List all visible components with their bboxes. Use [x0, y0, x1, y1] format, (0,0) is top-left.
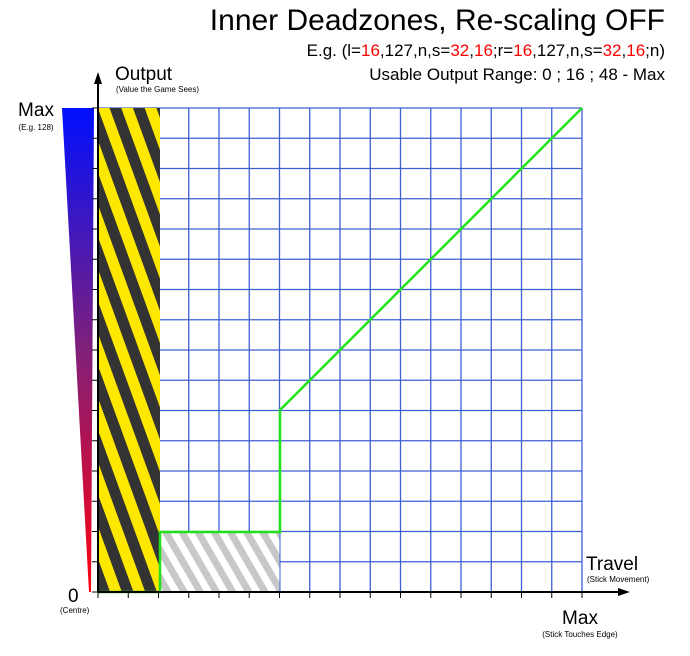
y-zero-note: (Centre)	[60, 606, 90, 615]
unused-region	[159, 531, 281, 593]
example-part: ,127,n,s=	[380, 41, 450, 60]
y-zero: 0	[68, 586, 79, 607]
example-part: 16	[474, 41, 493, 60]
deadzone-hazard	[98, 108, 160, 592]
example-part: ;n)	[645, 41, 665, 60]
example-part: 16	[626, 41, 645, 60]
example-part: 16	[513, 41, 532, 60]
example-part: 16	[361, 41, 380, 60]
example-config: E.g. (l=16,127,n,s=32,16;r=16,127,n,s=32…	[307, 41, 665, 60]
y-label: Output	[115, 64, 173, 85]
example-part: 32	[603, 41, 622, 60]
title: Inner Deadzones, Re-scaling OFF	[210, 4, 665, 37]
x-label: Travel	[586, 554, 638, 575]
example-part: E.g. (l=	[307, 41, 361, 60]
y-max: Max	[18, 100, 54, 121]
usable-range: Usable Output Range: 0 ; 16 ; 48 - Max	[369, 65, 665, 84]
x-max-note: (Stick Touches Edge)	[542, 630, 618, 639]
example-part: 32	[450, 41, 469, 60]
example-part: ,127,n,s=	[532, 41, 602, 60]
y-note: (Value the Game Sees)	[116, 85, 199, 94]
x-max: Max	[562, 608, 598, 629]
x-arrow	[618, 588, 630, 596]
output-gradient	[62, 108, 94, 592]
example-part: ,	[622, 41, 627, 60]
x-note: (Stick Movement)	[587, 575, 650, 584]
y-max-note: (E.g. 128)	[18, 123, 53, 132]
example-part: ;r=	[493, 41, 513, 60]
example-part: ,	[469, 41, 474, 60]
y-arrow	[94, 72, 102, 84]
